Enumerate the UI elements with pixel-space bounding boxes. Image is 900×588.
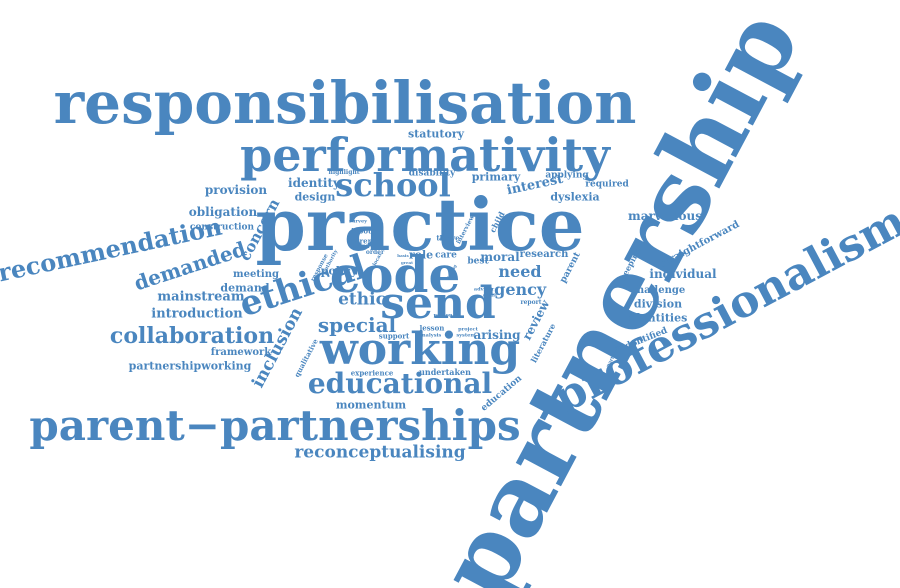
word-mainstream: mainstream [157,289,245,305]
word-educational: educational [307,367,493,400]
word-marvellous: marvellous [627,209,703,223]
word-analysis: analysis [418,332,442,339]
word-thrive: thrive [436,233,460,243]
word-best: best [467,256,489,267]
word-statutory: statutory [407,127,465,141]
word-order: order [365,249,385,256]
word-advisor: advisor [473,286,495,293]
word-basis: basis [397,253,409,258]
word-identities: identities [628,311,688,325]
word-responsibilisation: responsibilisation [53,69,637,137]
word-provision: provision [204,183,268,197]
word-policy: policy [320,264,358,278]
word-individual: individual [649,267,717,281]
word-research: research [519,249,569,260]
word-moral: moral [480,250,520,264]
word-audit: audit [482,292,498,299]
word-school: school [335,166,451,204]
word-design: design [294,190,336,204]
word-demand: demand [220,281,270,295]
word-arising: arising [473,328,521,342]
word-carer: carer [350,236,372,246]
word-obligation: obligation [188,205,258,219]
word-undertaken: undertaken [419,367,471,377]
word-dyslexia: dyslexia [550,190,600,204]
word-primary: primary [471,170,521,184]
word-experience: experience [350,368,394,378]
word-working: working [319,324,521,375]
word-code: code [329,245,461,304]
word-momentum: momentum [335,398,407,412]
word-meeting: meeting [233,269,279,280]
word-parent-partnerships: parent−partnerships [29,401,521,450]
word-performativity: performativity [240,128,610,182]
word-construction: construction [189,222,255,233]
word-ethic: ethic [338,289,386,310]
word-need: need [498,262,542,281]
word-person: person [433,312,453,319]
word-labour: labour [351,226,377,236]
word-practice: practice [255,182,585,267]
word-challenge: challenge [630,285,686,296]
word-survey: survey [348,218,368,225]
word-reconceptualising: reconceptualising [294,442,466,463]
word-disability: disability [408,168,456,179]
word-framework: framework [210,347,272,358]
word-required: required [585,179,629,190]
word-lesson: lesson [419,323,445,333]
word-partnershipworking: partnershipworking [128,359,252,373]
word-report: report [520,299,542,306]
word-support: support [378,331,410,341]
word-special: special [317,313,397,337]
word-applying: applying [545,170,589,181]
word-great: great [401,260,413,265]
word-collaboration: collaboration [109,323,275,349]
word-division: division [633,297,683,311]
word-role: role [408,248,434,262]
word-system: system [456,332,476,339]
word-study: study [354,243,374,250]
word-send: send [380,278,496,329]
word-project: project [458,326,478,333]
word-introduction: introduction [151,306,243,322]
word-identity: identity [288,176,340,190]
word-agency: agency [483,280,547,299]
word-care: care [435,250,457,261]
word-highlight: highlight [328,169,360,176]
